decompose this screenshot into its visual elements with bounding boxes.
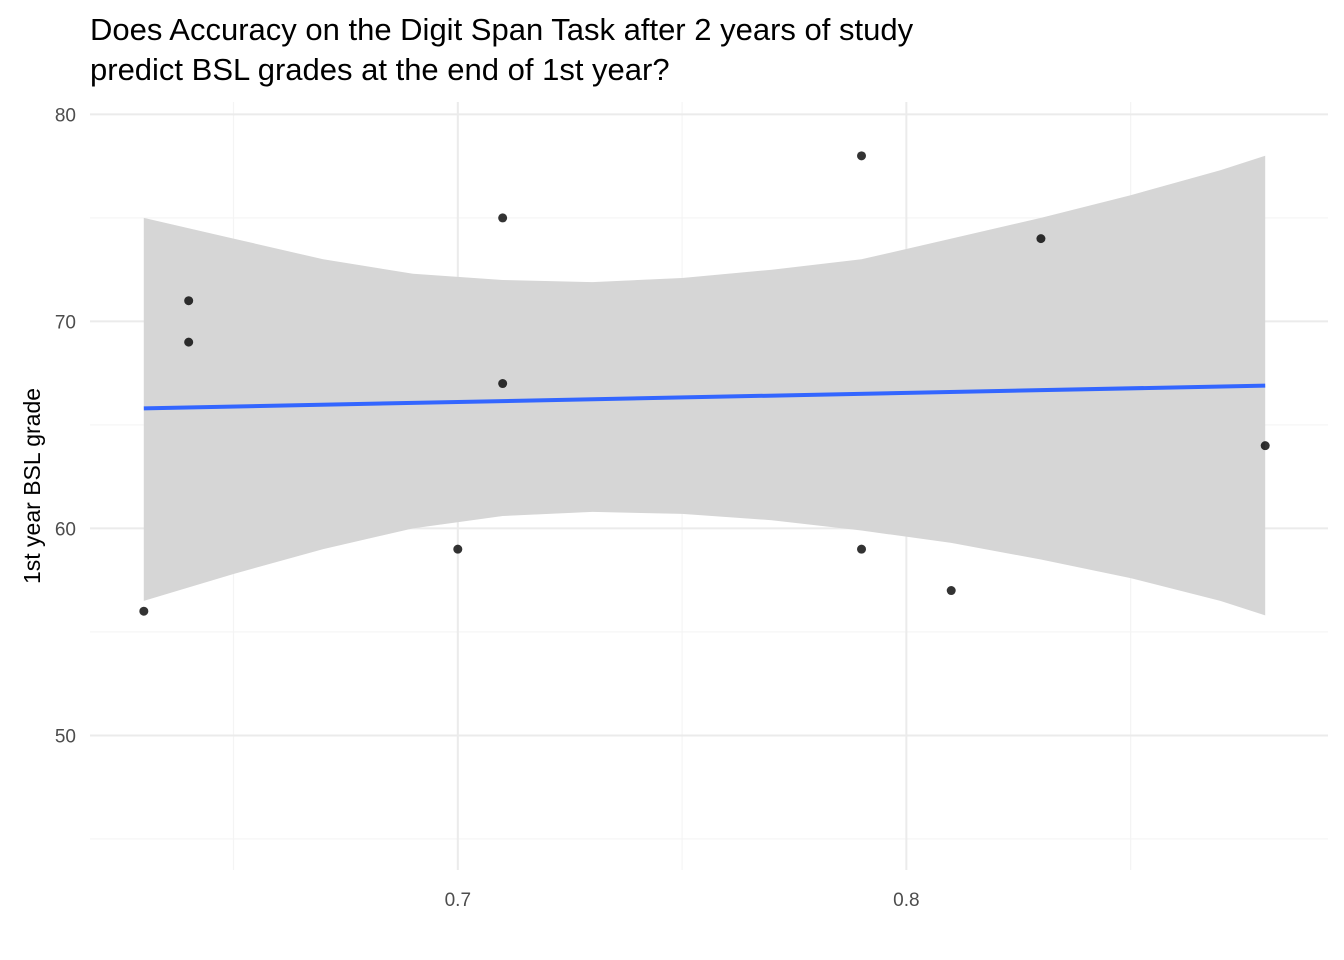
- data-point: [453, 544, 463, 554]
- chart-title-line-1: Does Accuracy on the Digit Span Task aft…: [90, 12, 914, 47]
- data-point: [184, 296, 194, 306]
- data-point: [1036, 234, 1046, 244]
- data-point: [857, 544, 867, 554]
- y-tick-label: 80: [55, 105, 76, 126]
- x-tick-label: 0.8: [893, 890, 919, 911]
- data-point: [946, 586, 956, 596]
- data-point: [498, 213, 508, 223]
- fit-line: [143, 383, 1266, 411]
- confidence-band: [143, 155, 1266, 616]
- data-point: [857, 151, 867, 161]
- data-point: [1260, 441, 1270, 451]
- data-point: [139, 606, 149, 616]
- x-tick-label: 0.7: [445, 890, 471, 911]
- chart-title-line-2: predict BSL grades at the end of 1st yea…: [90, 52, 670, 87]
- y-tick-label: 70: [55, 312, 76, 333]
- data-point: [184, 337, 194, 347]
- y-axis-label: 1st year BSL grade: [19, 388, 45, 584]
- data-point: [498, 379, 508, 389]
- y-tick-label: 60: [55, 519, 76, 540]
- y-tick-label: 50: [55, 726, 76, 747]
